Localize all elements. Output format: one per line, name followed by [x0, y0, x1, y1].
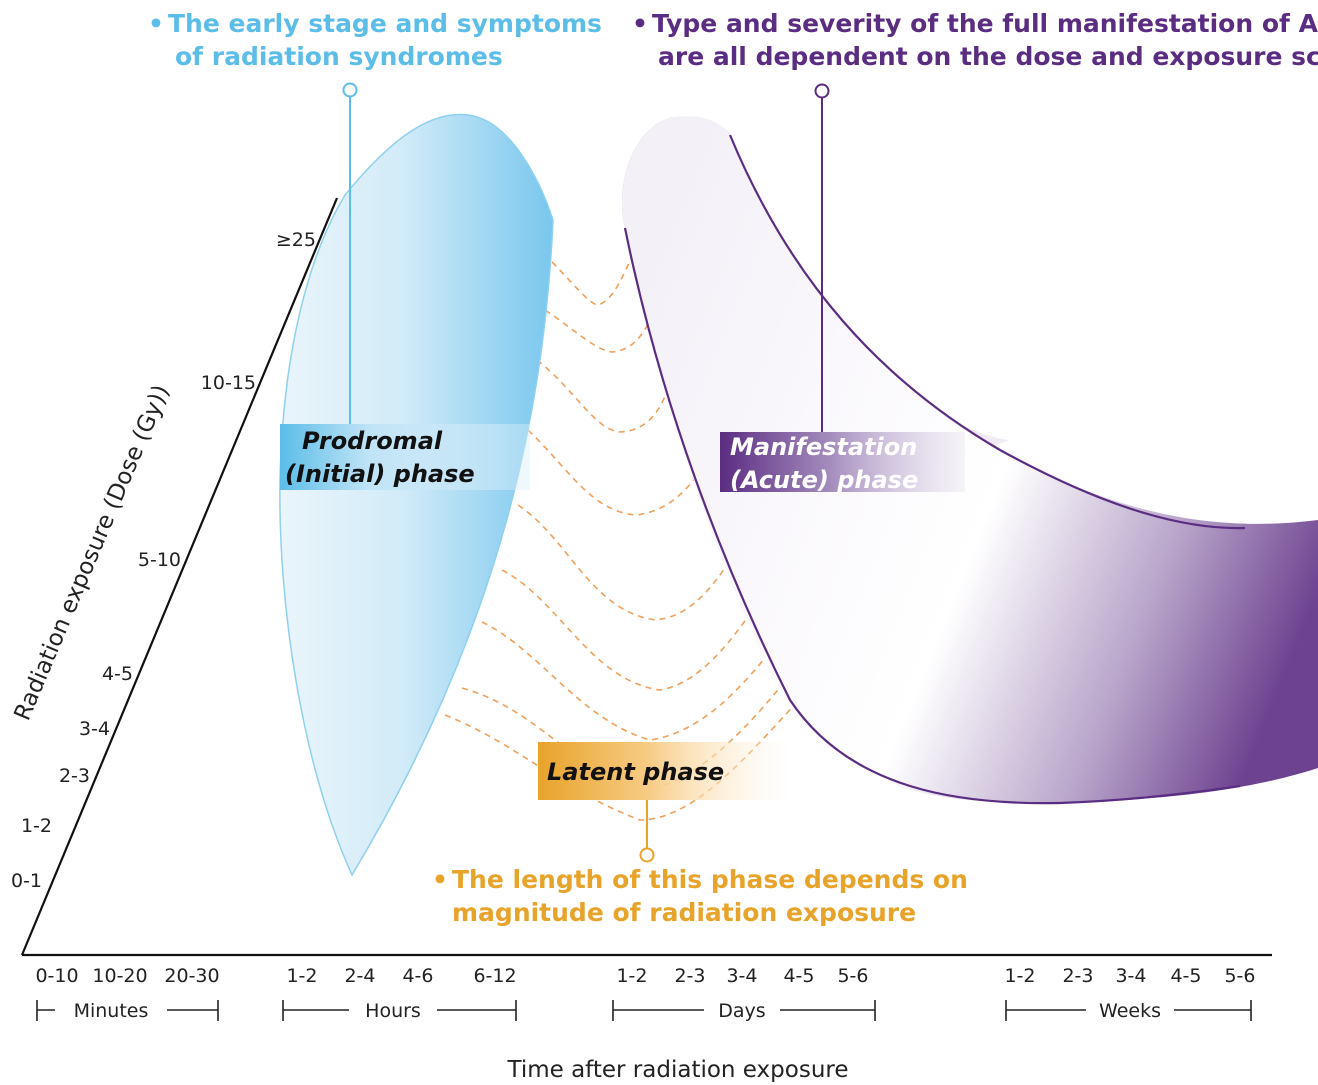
x-axis-group-brackets: Minutes Hours Days Weeks: [36, 1000, 1252, 1022]
latent-label-box: [538, 742, 786, 800]
y-axis-tick-label: 10-15: [201, 372, 256, 394]
x-axis-tick-label: 10-20: [92, 965, 147, 987]
y-axis-tick-label: 2-3: [59, 765, 90, 787]
x-axis-tick-label: 4-5: [1170, 965, 1201, 987]
type-severity-line-1: Type and severity of the full manifestat…: [652, 9, 1318, 38]
x-axis-group-label: Weeks: [1099, 1000, 1161, 1022]
manifestation-title-line-2: (Acute) phase: [730, 466, 918, 494]
y-axis-tick-labels: 0-1 1-2 2-3 3-4 4-5 5-10 10-15 ≥25: [11, 229, 316, 892]
latent-dashed-curve: [444, 671, 826, 821]
early-stage-bullet: •: [148, 9, 164, 38]
prodromal-phase-region: [279, 113, 554, 877]
x-axis-tick-label: 5-6: [1224, 965, 1255, 987]
x-axis-tick-label: 2-3: [674, 965, 705, 987]
type-severity-bullet: •: [632, 9, 648, 38]
x-axis-tick-label: 2-3: [1062, 965, 1093, 987]
latent-length-bullet: •: [432, 865, 448, 894]
x-axis-tick-label: 1-2: [1004, 965, 1035, 987]
type-severity-line-2: are all dependent on the dose and exposu…: [658, 42, 1318, 71]
x-axis-tick-label: 20-30: [164, 965, 219, 987]
x-axis-tick-label: 1-2: [616, 965, 647, 987]
x-axis-tick-label: 3-4: [726, 965, 757, 987]
manifestation-upper-edge: [728, 134, 1246, 530]
severity-leader-dot: [814, 83, 830, 99]
y-axis-tick-label: 0-1: [11, 870, 42, 892]
latent-length-line-1: The length of this phase depends on: [452, 865, 968, 894]
prodromal-label-box: [280, 424, 530, 490]
x-axis-tick-label: 2-4: [344, 965, 375, 987]
early-stage-line-1: The early stage and symptoms: [168, 9, 602, 38]
prodromal-title-line-1: Prodromal: [302, 427, 443, 455]
x-axis-tick-label: 4-5: [783, 965, 814, 987]
latent-phase-title: Latent phase: [547, 758, 724, 786]
x-axis-tick-label: 4-6: [402, 965, 433, 987]
manifestation-lower-edge: [623, 227, 1241, 805]
y-axis-line: [20, 197, 339, 956]
latent-leader-dot: [639, 847, 655, 863]
manifestation-title-line-1: Manifestation: [730, 433, 917, 461]
prodromal-phase-title: Prodromal (Initial) phase: [285, 427, 475, 488]
x-axis-tick-label: 1-2: [286, 965, 317, 987]
x-axis-tick-label: 0-10: [35, 965, 78, 987]
x-axis-tick-label: 5-6: [837, 965, 868, 987]
latent-length-callout: • The length of this phase depends on ma…: [432, 865, 977, 927]
y-axis-tick-label: 4-5: [102, 663, 133, 685]
x-axis-group-label: Hours: [365, 1000, 421, 1022]
x-axis-tick-labels: 0-10 10-20 20-30 1-2 2-4 4-6 6-12 1-2 2-3 3-4 4-5 5…: [35, 965, 1255, 987]
x-axis-tick-label: 6-12: [473, 965, 516, 987]
manifestation-label-box: [720, 432, 965, 492]
manifestation-phase-title: Manifestation (Acute) phase: [730, 433, 926, 494]
x-axis-title: Time after radiation exposure: [506, 1057, 848, 1083]
latent-length-line-2: magnitude of radiation exposure: [452, 898, 916, 927]
prodromal-title-line-2: (Initial) phase: [285, 460, 475, 488]
x-axis-group-label: Days: [718, 1000, 765, 1022]
early-stage-line-2: of radiation syndromes: [175, 42, 503, 71]
y-axis-tick-label: 3-4: [79, 718, 110, 740]
x-axis-tick-label: 3-4: [1115, 965, 1146, 987]
manifestation-phase-region: [622, 116, 1318, 803]
latent-dashed-curve: [517, 494, 776, 621]
latent-dashed-curve: [551, 249, 636, 306]
early-stage-callout: • The early stage and symptoms of radiat…: [148, 9, 611, 71]
early-stage-leader-dot: [342, 82, 358, 98]
latent-dashed-curve: [501, 559, 791, 691]
x-axis-group-label: Minutes: [74, 1000, 149, 1022]
y-axis-tick-label: 5-10: [138, 549, 181, 571]
y-axis-tick-label: 1-2: [21, 815, 52, 837]
type-severity-callout: • Type and severity of the full manifest…: [632, 9, 1318, 71]
y-axis-tick-label: ≥25: [276, 229, 316, 251]
